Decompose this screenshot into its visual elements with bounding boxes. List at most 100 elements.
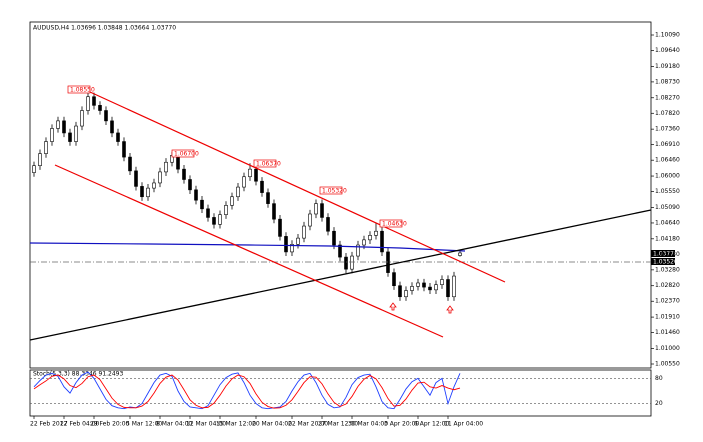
indicator-tick-label: 20 (655, 400, 663, 407)
label-box (379, 219, 403, 228)
candle-body (380, 230, 384, 253)
price-label: 1.03770 (653, 250, 678, 257)
candle-body (104, 110, 108, 122)
moving-average (29, 242, 466, 252)
arrow (389, 302, 397, 311)
x-tick-label: 8 Mar 04:00 (156, 421, 192, 428)
candle-body (122, 141, 126, 158)
label-box (171, 149, 195, 158)
x-tick-label: 22 Mar 20:00 (288, 421, 328, 428)
candle-body (368, 235, 372, 241)
y-tick-label: 1.00550 (655, 360, 680, 367)
indicator-line (33, 371, 461, 410)
candle-body (248, 168, 252, 178)
candle-body (158, 171, 162, 184)
candle-body (422, 282, 426, 288)
candle-body (458, 252, 462, 256)
x-tick-label: 3 Apr 20:00 (384, 421, 419, 428)
candle-body (116, 132, 120, 142)
candle-body (446, 279, 450, 298)
candle-body (254, 168, 258, 182)
peak-label: 1.05320 (322, 187, 347, 194)
x-tick-label: 22 Feb 2012 (30, 421, 68, 428)
y-tick-label: 1.04180 (655, 235, 680, 242)
y-tick-label: 1.09640 (655, 47, 680, 54)
y-tick-label: 1.06460 (655, 157, 680, 164)
candle-body (224, 205, 228, 215)
candle-body (152, 182, 156, 189)
candle-body (62, 120, 66, 134)
channel-upper (89, 91, 506, 283)
y-tick-label: 1.01460 (655, 329, 680, 336)
y-tick-label: 1.05550 (655, 188, 680, 195)
y-tick-label: 1.07820 (655, 110, 680, 117)
y-tick-label: 1.01910 (655, 314, 680, 321)
candle-body (140, 186, 144, 198)
label-box (67, 85, 91, 94)
indicator-tick-label: 80 (655, 375, 663, 382)
main-frame (29, 21, 652, 369)
candle-body (428, 286, 432, 291)
candle-body (362, 239, 366, 246)
candle-body (398, 285, 402, 298)
candle-body (188, 179, 192, 191)
indicator-title: Stoch(5,3,3) 88.3346 91.2493 (33, 371, 124, 378)
y-tick-label: 1.02820 (655, 282, 680, 289)
x-tick-label: 11 Apr 04:00 (444, 421, 483, 428)
candle-body (176, 155, 180, 170)
candle-body (404, 290, 408, 298)
candle-body (194, 189, 198, 201)
candle-body (146, 187, 150, 198)
candle-body (284, 236, 288, 253)
y-tick-label: 1.05090 (655, 204, 680, 211)
peak-label: 1.06370 (256, 160, 281, 167)
candle-body (266, 192, 270, 204)
x-tick-label: 6 Apr 12:00 (414, 421, 449, 428)
candle-body (290, 244, 294, 253)
candle-body (434, 284, 438, 291)
candle-body (200, 199, 204, 210)
candle-body (206, 208, 210, 218)
peak-labels: 1.08550 1.06700 1.06370 1.05320 1.04630 (67, 85, 407, 228)
candle-body (164, 161, 168, 173)
candle-body (314, 203, 318, 215)
candle-body (68, 132, 72, 142)
y-tick-label: 1.07360 (655, 126, 680, 133)
y-tick-label: 1.08730 (655, 78, 680, 85)
y-tick-label: 1.06000 (655, 173, 680, 180)
y-tick-label: 1.04640 (655, 219, 680, 226)
y-tick-label: 1.03730 (655, 251, 680, 258)
trendline (29, 209, 652, 341)
candle-body (416, 282, 420, 287)
candle-body (74, 125, 78, 142)
y-tick-label: 1.01000 (655, 345, 680, 352)
candle-body (56, 120, 60, 129)
candle-body (320, 203, 324, 218)
x-tick-label: 27 Mar 12:00 (318, 421, 358, 428)
label-box (319, 186, 343, 195)
candle-body (272, 203, 276, 220)
y-tick-label: 1.10090 (655, 32, 680, 39)
x-tick-label: 27 Feb 04:00 (60, 421, 100, 428)
y-tick-label: 1.09180 (655, 63, 680, 70)
candle-body (32, 165, 36, 173)
candle-body (92, 96, 96, 106)
y-tick-label: 1.08270 (655, 94, 680, 101)
candle-body (134, 170, 138, 187)
candle-body (236, 186, 240, 198)
y-tick-label: 1.02370 (655, 298, 680, 305)
candle-body (356, 244, 360, 257)
peak-label: 1.06700 (174, 150, 199, 157)
candle-body (344, 256, 348, 270)
candle-body (278, 218, 282, 237)
candle-body (326, 217, 330, 232)
price-box (651, 250, 675, 257)
candle-body (242, 176, 246, 188)
y-tick-label: 1.06910 (655, 141, 680, 148)
candle-body (110, 120, 114, 134)
indicator-frame (29, 369, 652, 417)
candle-body (212, 217, 216, 225)
candle-body (98, 105, 102, 111)
candle-body (308, 213, 312, 227)
